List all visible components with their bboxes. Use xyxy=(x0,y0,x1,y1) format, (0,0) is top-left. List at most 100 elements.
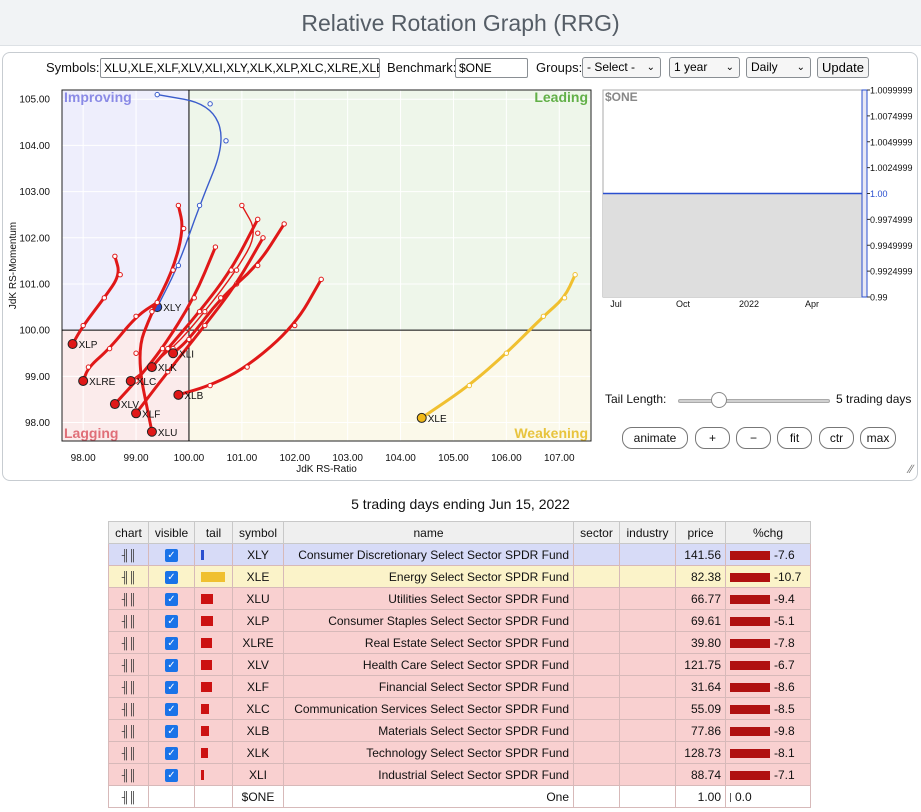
head-point-xle[interactable] xyxy=(416,412,427,423)
chart-cell[interactable]: ╢║ xyxy=(108,543,149,566)
visible-checkbox[interactable]: ✓ xyxy=(165,724,178,738)
fit-button[interactable]: fit xyxy=(777,427,812,449)
candlestick-chart-icon[interactable]: ╢║ xyxy=(121,571,137,584)
candlestick-chart-icon[interactable]: ╢║ xyxy=(121,549,137,562)
chart-cell[interactable]: ╢║ xyxy=(108,697,149,720)
visible-cell[interactable] xyxy=(148,785,195,808)
visible-checkbox[interactable]: ✓ xyxy=(165,702,178,716)
max-button[interactable]: max xyxy=(860,427,896,449)
visible-cell[interactable]: ✓ xyxy=(148,565,195,588)
series-xli[interactable]: XLI xyxy=(168,221,287,361)
series-xly[interactable]: XLY xyxy=(152,91,229,314)
table-row[interactable]: ╢║ ✓ XLY Consumer Discretionary Select Sect… xyxy=(108,543,811,566)
benchmark-input[interactable]: $ONE xyxy=(455,58,528,78)
visible-cell[interactable]: ✓ xyxy=(148,609,195,632)
candlestick-chart-icon[interactable]: ╢║ xyxy=(121,615,137,628)
chart-cell[interactable]: ╢║ xyxy=(108,631,149,654)
candlestick-chart-icon[interactable]: ╢║ xyxy=(121,593,137,606)
column-header-industry[interactable]: industry xyxy=(619,521,676,544)
chart-cell[interactable]: ╢║ xyxy=(108,763,149,786)
chart-cell[interactable]: ╢║ xyxy=(108,653,149,676)
candlestick-chart-icon[interactable]: ╢║ xyxy=(121,703,137,716)
tail-length-track[interactable] xyxy=(678,399,830,403)
zoom-out-button[interactable]: − xyxy=(736,427,771,449)
table-row[interactable]: ╢║ ✓ XLU Utilities Select Sector SPDR Fund 6… xyxy=(108,587,811,610)
series-xlre[interactable]: XLRE xyxy=(78,299,160,388)
chart-cell[interactable]: ╢║ xyxy=(108,609,149,632)
table-row[interactable]: ╢║ ✓ XLP Consumer Staples Select Sector SPD… xyxy=(108,609,811,632)
tail-length-slider-handle[interactable] xyxy=(710,392,727,408)
head-point-xli[interactable] xyxy=(168,348,179,359)
visible-checkbox[interactable]: ✓ xyxy=(165,570,178,584)
animate-button[interactable]: animate xyxy=(622,427,688,449)
head-point-xlf[interactable] xyxy=(131,408,142,419)
table-row[interactable]: ╢║ ✓ XLC Communication Services Select Sect… xyxy=(108,697,811,720)
visible-cell[interactable]: ✓ xyxy=(148,543,195,566)
symbols-input[interactable]: XLU,XLE,XLF,XLV,XLI,XLY,XLK,XLP,XLC,XLRE… xyxy=(100,58,380,78)
candlestick-chart-icon[interactable]: ╢║ xyxy=(121,681,137,694)
visible-checkbox[interactable]: ✓ xyxy=(165,614,178,628)
series-xlp[interactable]: XLP xyxy=(67,253,123,351)
visible-cell[interactable]: ✓ xyxy=(148,719,195,742)
table-row[interactable]: ╢║ ✓ XLI Industrial Select Sector SPDR Fund… xyxy=(108,763,811,786)
column-header-symbol[interactable]: symbol xyxy=(232,521,284,544)
visible-checkbox[interactable]: ✓ xyxy=(165,680,178,694)
visible-checkbox[interactable]: ✓ xyxy=(165,592,178,606)
column-header-tail[interactable]: tail xyxy=(194,521,233,544)
series-xlf[interactable]: XLF xyxy=(131,235,266,421)
head-point-xlv[interactable] xyxy=(109,399,120,410)
column-header-price[interactable]: price xyxy=(675,521,726,544)
zoom-in-button[interactable]: + xyxy=(695,427,730,449)
head-point-xlu[interactable] xyxy=(146,426,157,437)
visible-checkbox[interactable]: ✓ xyxy=(165,746,178,760)
head-point-xlp[interactable] xyxy=(67,339,78,350)
visible-checkbox[interactable]: ✓ xyxy=(165,768,178,782)
table-row[interactable]: ╢║ ✓ XLF Financial Select Sector SPDR Fund 3… xyxy=(108,675,811,698)
table-row[interactable]: ╢║ ✓ XLRE Real Estate Select Sector SPDR Fu… xyxy=(108,631,811,654)
column-header-chart[interactable]: chart xyxy=(108,521,149,544)
candlestick-chart-icon[interactable]: ╢║ xyxy=(121,791,137,804)
candlestick-chart-icon[interactable]: ╢║ xyxy=(121,747,137,760)
head-point-xlb[interactable] xyxy=(173,389,184,400)
period-select[interactable]: 1 year ⌄ xyxy=(669,57,740,78)
series-xlu[interactable]: XLU xyxy=(133,202,187,439)
table-row[interactable]: ╢║ ✓ XLE Energy Select Sector SPDR Fund 82.3… xyxy=(108,565,811,588)
series-xlb[interactable]: XLB xyxy=(173,276,324,402)
resize-handle-icon[interactable]: ∕∕ xyxy=(908,462,913,476)
table-row[interactable]: ╢║ $ONE One 1.00 0.0 xyxy=(108,785,811,808)
visible-cell[interactable]: ✓ xyxy=(148,653,195,676)
chart-cell[interactable]: ╢║ xyxy=(108,741,149,764)
table-row[interactable]: ╢║ ✓ XLV Health Care Select Sector SPDR Fun… xyxy=(108,653,811,676)
visible-cell[interactable]: ✓ xyxy=(148,587,195,610)
visible-checkbox[interactable]: ✓ xyxy=(165,636,178,650)
chart-cell[interactable]: ╢║ xyxy=(108,675,149,698)
column-header-name[interactable]: name xyxy=(283,521,574,544)
column-header-pctchg[interactable]: %chg xyxy=(725,521,811,544)
candlestick-chart-icon[interactable]: ╢║ xyxy=(121,725,137,738)
visible-cell[interactable]: ✓ xyxy=(148,697,195,720)
chart-cell[interactable]: ╢║ xyxy=(108,587,149,610)
visible-cell[interactable]: ✓ xyxy=(148,741,195,764)
series-xlk[interactable]: XLK xyxy=(146,216,261,374)
candlestick-chart-icon[interactable]: ╢║ xyxy=(121,769,137,782)
series-xle[interactable]: XLE xyxy=(416,272,578,425)
visible-cell[interactable]: ✓ xyxy=(148,763,195,786)
visible-checkbox[interactable]: ✓ xyxy=(165,658,178,672)
frequency-select[interactable]: Daily ⌄ xyxy=(746,57,811,78)
chart-cell[interactable]: ╢║ xyxy=(108,565,149,588)
center-button[interactable]: ctr xyxy=(819,427,854,449)
groups-select[interactable]: - Select - ⌄ xyxy=(582,57,661,78)
head-point-xlc[interactable] xyxy=(125,375,136,386)
head-point-xlre[interactable] xyxy=(78,375,89,386)
candlestick-chart-icon[interactable]: ╢║ xyxy=(121,637,137,650)
update-button[interactable]: Update xyxy=(817,57,869,78)
visible-cell[interactable]: ✓ xyxy=(148,631,195,654)
visible-checkbox[interactable]: ✓ xyxy=(165,548,178,562)
table-row[interactable]: ╢║ ✓ XLB Materials Select Sector SPDR Fund 7… xyxy=(108,719,811,742)
head-point-xlk[interactable] xyxy=(146,362,157,373)
table-row[interactable]: ╢║ ✓ XLK Technology Select Sector SPDR Fund… xyxy=(108,741,811,764)
benchmark-scroll-bar[interactable] xyxy=(861,89,868,298)
column-header-visible[interactable]: visible xyxy=(148,521,195,544)
visible-cell[interactable]: ✓ xyxy=(148,675,195,698)
chart-cell[interactable]: ╢║ xyxy=(108,719,149,742)
